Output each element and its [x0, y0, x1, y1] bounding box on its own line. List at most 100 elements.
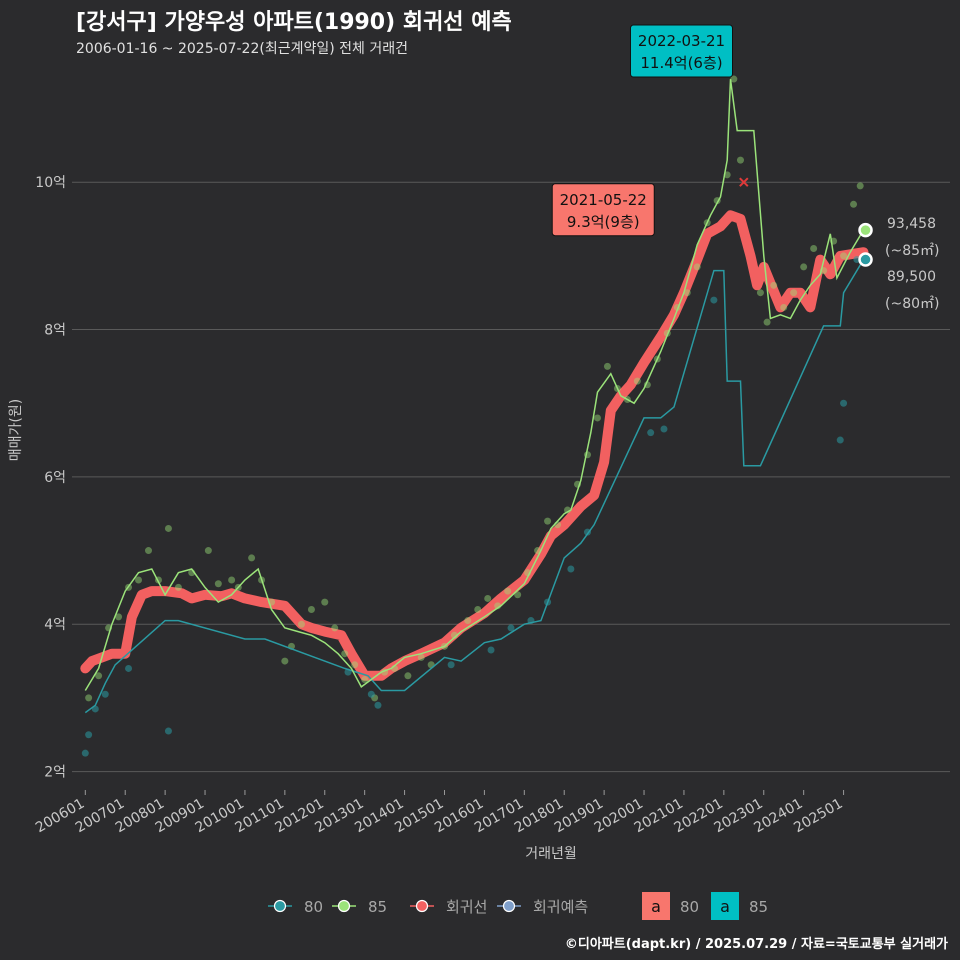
scatter-point-85: [450, 631, 458, 639]
scatter-point-85: [780, 303, 788, 311]
scatter-point-85: [840, 252, 848, 260]
legend-label: 80: [304, 898, 323, 916]
annotation-value: 11.4억(6층): [640, 54, 722, 72]
scatter-point-85: [693, 263, 701, 271]
scatter-point-85: [135, 576, 143, 584]
scatter-point-85: [321, 598, 329, 606]
end-label-area-80: (~80㎡): [885, 296, 939, 312]
scatter-point-85: [248, 554, 256, 562]
scatter-point-85: [504, 587, 512, 595]
series-85-line: [84, 79, 865, 691]
annotation-value: 9.3억(9층): [567, 213, 640, 231]
legend-marker: [273, 899, 287, 913]
annotation-date: 2021-05-22: [560, 191, 647, 209]
scatter-point-85: [174, 583, 182, 591]
legend-label: 회귀예측: [533, 898, 588, 916]
scatter-point-80: [101, 690, 109, 698]
scatter-point-85: [790, 289, 798, 297]
scatter-point-85: [331, 624, 339, 632]
scatter-point-80: [125, 664, 133, 672]
scatter-point-80: [710, 296, 718, 304]
legend-box-letter: a: [651, 897, 661, 916]
scatter-point-85: [736, 156, 744, 164]
end-label-area-85: (~85㎡): [885, 243, 939, 259]
end-label-value-85: 93,458: [887, 216, 936, 232]
scatter-point-85: [544, 517, 552, 525]
annotation-date: 2022-03-21: [638, 32, 725, 50]
scatter-point-85: [756, 289, 764, 297]
scatter-point-85: [484, 594, 492, 602]
y-tick-label: 4억: [44, 617, 66, 633]
scatter-point-80: [374, 701, 382, 709]
regression-marker: [739, 177, 749, 187]
scatter-point-80: [660, 425, 668, 433]
scatter-point-85: [95, 672, 103, 680]
scatter-point-85: [763, 318, 771, 326]
scatter-point-85: [85, 694, 93, 702]
legend-label: 회귀선: [446, 898, 487, 916]
y-tick-label: 6억: [44, 470, 66, 486]
legend-box-letter: a: [720, 897, 730, 916]
scatter-point-85: [683, 289, 691, 297]
end-point-85: [858, 222, 873, 238]
scatter-point-85: [800, 263, 808, 271]
scatter-point-80: [487, 646, 495, 654]
scatter-point-85: [404, 672, 412, 680]
end-point-80: [858, 252, 873, 267]
y-tick-label: 8억: [44, 323, 66, 339]
scatter-point-85: [464, 617, 472, 625]
scatter-point-85: [307, 606, 315, 613]
scatter-point-80: [85, 731, 93, 739]
scatter-point-80: [367, 690, 375, 698]
scatter-point-85: [417, 653, 425, 661]
legend-box-label: 80: [680, 898, 699, 916]
scatter-point-85: [564, 506, 572, 514]
legend-marker: [502, 899, 516, 913]
scatter-point-85: [341, 650, 349, 658]
scatter-point-80: [647, 429, 655, 437]
scatter-point-85: [351, 661, 359, 669]
scatter-point-85: [810, 245, 818, 252]
scatter-point-80: [164, 727, 172, 735]
scatter-point-85: [228, 576, 236, 584]
scatter-point-85: [204, 547, 212, 555]
annotation-box: [630, 24, 733, 78]
scatter-point-85: [593, 414, 601, 422]
scatter-point-85: [633, 377, 641, 385]
y-tick-label: 2억: [44, 765, 66, 781]
y-axis-title: 매매가(원): [8, 399, 24, 461]
scatter-point-85: [164, 524, 172, 532]
scatter-point-85: [144, 547, 152, 555]
scatter-point-85: [361, 675, 369, 683]
scatter-point-85: [297, 620, 305, 628]
scatter-point-85: [281, 657, 289, 665]
scatter-point-80: [840, 399, 848, 407]
scatter-point-85: [856, 182, 864, 190]
scatter-point-85: [115, 613, 123, 621]
series-80-line: [84, 259, 865, 714]
legend-box-label: 85: [749, 898, 768, 916]
scatter-point-85: [514, 591, 522, 599]
scatter-point-80: [507, 624, 515, 632]
scatter-point-80: [567, 565, 575, 573]
chart-subtitle: 2006-01-16 ~ 2025-07-22(최근계약일) 전체 거래건: [76, 41, 408, 57]
scatter-point-80: [81, 749, 89, 757]
scatter-point-80: [447, 661, 455, 669]
y-tick-label: 10억: [35, 175, 66, 191]
legend-box: [711, 892, 739, 920]
chart-title: [강서구] 가양우성 아파트(1990) 회귀선 예측: [76, 10, 512, 35]
legend-box: [642, 892, 670, 920]
scatter-point-85: [770, 281, 778, 289]
legend-label: 85: [368, 898, 387, 916]
series-regression-line: [80, 210, 869, 681]
scatter-point-85: [474, 606, 482, 613]
x-axis-title: 거래년월: [525, 846, 577, 862]
scatter-point-85: [214, 580, 222, 588]
annotation-box: [551, 183, 655, 237]
scatter-point-85: [603, 362, 611, 370]
legend-marker: [337, 899, 351, 913]
legend-marker: [415, 899, 429, 913]
source-credit: ©디아파트(dapt.kr) / 2025.07.29 / 자료=국토교통부 실…: [564, 937, 948, 952]
scatter-point-80: [836, 436, 844, 444]
